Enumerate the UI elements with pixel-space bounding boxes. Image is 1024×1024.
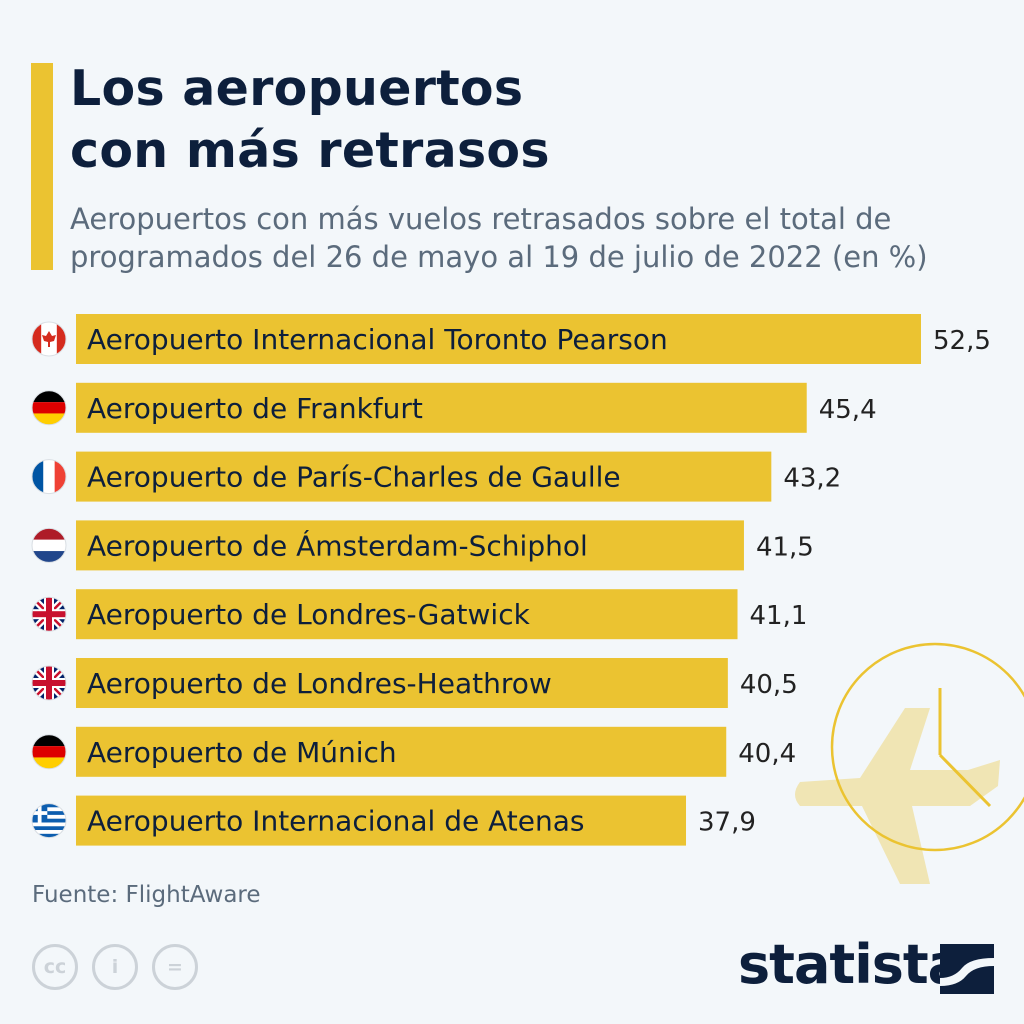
uk-flag-icon bbox=[31, 596, 67, 632]
value-label-7: 37,9 bbox=[698, 808, 756, 838]
subtitle-line-1: Aeropuertos con más vuelos retrasados so… bbox=[70, 202, 892, 236]
no-derivatives-icon[interactable]: = bbox=[152, 944, 198, 990]
value-label-0: 52,5 bbox=[933, 326, 991, 356]
bar-label-1: Aeropuerto de Frankfurt bbox=[87, 392, 423, 425]
greece-flag-icon bbox=[31, 803, 67, 839]
cc-icon[interactable]: cc bbox=[32, 944, 78, 990]
source-note: Fuente: FlightAware bbox=[32, 882, 261, 908]
flags-layer bbox=[31, 321, 67, 839]
statista-logo-icon[interactable] bbox=[940, 944, 994, 994]
france-flag-icon bbox=[31, 459, 67, 495]
germany-flag-icon bbox=[31, 390, 67, 426]
germany-flag-icon bbox=[31, 734, 67, 770]
title-line-2: con más retrasos bbox=[70, 122, 550, 179]
attribution-icon[interactable]: i bbox=[92, 944, 138, 990]
value-label-3: 41,5 bbox=[756, 532, 814, 562]
value-label-1: 45,4 bbox=[819, 395, 877, 425]
canada-flag-icon bbox=[31, 321, 67, 357]
uk-flag-icon bbox=[31, 665, 67, 701]
bar-3 bbox=[76, 520, 744, 571]
value-label-6: 40,4 bbox=[738, 739, 796, 769]
bar-label-4: Aeropuerto de Londres-Gatwick bbox=[87, 598, 531, 631]
value-label-4: 41,1 bbox=[750, 601, 808, 631]
bars-layer: Aeropuerto Internacional Toronto Pearson… bbox=[76, 314, 991, 846]
page-title: Los aeropuertos con más retrasos bbox=[70, 58, 550, 182]
bar-4 bbox=[76, 589, 738, 640]
subtitle: Aeropuertos con más vuelos retrasados so… bbox=[70, 200, 1000, 276]
bar-label-6: Aeropuerto de Múnich bbox=[87, 736, 397, 769]
bar-label-3: Aeropuerto de Ámsterdam-Schiphol bbox=[87, 528, 588, 562]
bar-label-7: Aeropuerto Internacional de Atenas bbox=[87, 805, 584, 838]
title-line-1: Los aeropuertos bbox=[70, 60, 524, 117]
bar-5 bbox=[76, 658, 728, 708]
value-label-2: 43,2 bbox=[783, 464, 841, 494]
bar-0 bbox=[76, 314, 921, 364]
bar-label-5: Aeropuerto de Londres-Heathrow bbox=[87, 667, 552, 700]
statista-logo-text[interactable]: statista bbox=[738, 933, 964, 996]
subtitle-line-2: programados del 26 de mayo al 19 de juli… bbox=[70, 240, 928, 274]
bar-1 bbox=[76, 382, 807, 433]
bar-7 bbox=[76, 795, 687, 846]
bar-2 bbox=[76, 451, 772, 502]
clock-plane-illustration bbox=[795, 642, 1024, 884]
bar-label-2: Aeropuerto de París-Charles de Gaulle bbox=[87, 461, 621, 494]
netherlands-flag-icon bbox=[31, 527, 67, 563]
value-label-5: 40,5 bbox=[740, 670, 798, 700]
bar-6 bbox=[76, 726, 727, 777]
title-accent-bar bbox=[31, 63, 53, 270]
license-icons: cc i = bbox=[32, 944, 198, 990]
bar-label-0: Aeropuerto Internacional Toronto Pearson bbox=[87, 323, 668, 356]
